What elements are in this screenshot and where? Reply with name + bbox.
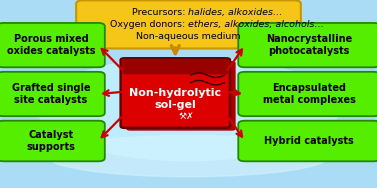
FancyBboxPatch shape bbox=[238, 72, 377, 116]
Text: Catalyst
supports: Catalyst supports bbox=[26, 130, 75, 152]
FancyBboxPatch shape bbox=[238, 121, 377, 161]
Text: Encapsulated
metal complexes: Encapsulated metal complexes bbox=[263, 83, 356, 105]
Ellipse shape bbox=[38, 57, 339, 161]
FancyBboxPatch shape bbox=[0, 72, 105, 116]
Text: Oxygen donors:: Oxygen donors: bbox=[110, 20, 188, 29]
FancyBboxPatch shape bbox=[238, 23, 377, 67]
Text: halides, alkoxides…: halides, alkoxides… bbox=[188, 8, 283, 17]
Text: Non-aqueous medium: Non-aqueous medium bbox=[136, 32, 241, 41]
FancyBboxPatch shape bbox=[121, 58, 230, 128]
Ellipse shape bbox=[47, 135, 330, 177]
FancyBboxPatch shape bbox=[76, 0, 301, 49]
Text: Grafted single
site catalysts: Grafted single site catalysts bbox=[12, 83, 90, 105]
Text: ⚒✗: ⚒✗ bbox=[179, 112, 195, 121]
Text: Nanocrystalline
photocatalysts: Nanocrystalline photocatalysts bbox=[266, 34, 352, 56]
FancyBboxPatch shape bbox=[123, 59, 228, 74]
Text: ethers, alkoxides, alcohols…: ethers, alkoxides, alcohols… bbox=[188, 20, 325, 29]
Text: Precursors:: Precursors: bbox=[132, 8, 188, 17]
Text: Hybrid catalysts: Hybrid catalysts bbox=[264, 136, 354, 146]
Text: Non-hydrolytic
sol-gel: Non-hydrolytic sol-gel bbox=[129, 88, 221, 109]
FancyBboxPatch shape bbox=[0, 23, 105, 67]
Text: Porous mixed
oxides catalysts: Porous mixed oxides catalysts bbox=[7, 34, 95, 56]
FancyBboxPatch shape bbox=[0, 121, 105, 161]
FancyBboxPatch shape bbox=[126, 61, 236, 131]
